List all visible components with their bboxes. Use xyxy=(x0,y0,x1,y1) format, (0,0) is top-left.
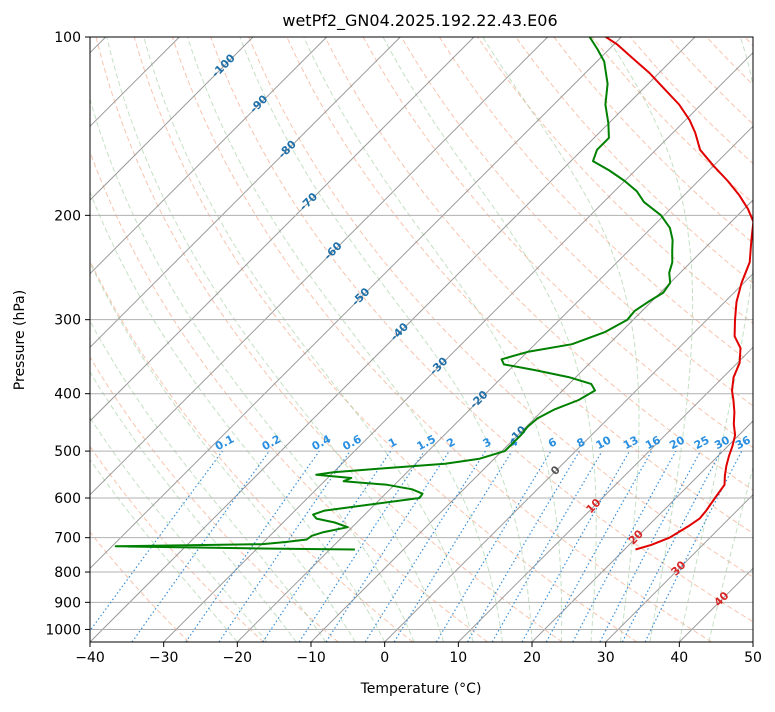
y-axis-label: Pressure (hPa) xyxy=(12,290,28,390)
x-tick-label: 30 xyxy=(597,650,615,666)
y-tick-label: 400 xyxy=(54,387,81,403)
x-tick-label: 50 xyxy=(744,650,762,666)
y-tick-label: 900 xyxy=(54,595,81,611)
x-tick-label: −40 xyxy=(75,650,105,666)
y-tick-label: 1000 xyxy=(45,622,81,638)
y-tick-label: 500 xyxy=(54,444,81,460)
x-axis-label: Temperature (°C) xyxy=(360,681,482,697)
y-tick-label: 600 xyxy=(54,491,81,507)
x-tick-label: 40 xyxy=(670,650,688,666)
x-tick-label: 0 xyxy=(380,650,389,666)
x-tick-label: 20 xyxy=(523,650,541,666)
y-tick-label: 300 xyxy=(54,313,81,329)
y-tick-label: 200 xyxy=(54,208,81,224)
x-tick-label: −10 xyxy=(296,650,326,666)
y-tick-label: 700 xyxy=(54,531,81,547)
x-tick-label: 10 xyxy=(449,650,467,666)
x-tick-label: −30 xyxy=(149,650,179,666)
chart-title: wetPf2_GN04.2025.192.22.43.E06 xyxy=(282,11,557,31)
y-tick-label: 100 xyxy=(54,30,81,46)
x-tick-label: −20 xyxy=(223,650,253,666)
y-tick-label: 800 xyxy=(54,565,81,581)
